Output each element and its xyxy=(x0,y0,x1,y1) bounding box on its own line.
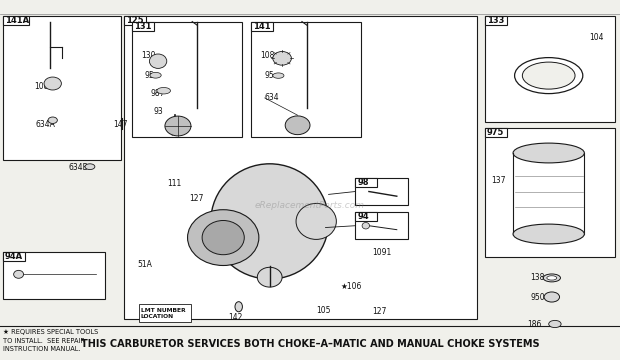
Bar xyxy=(355,178,408,205)
Text: 94: 94 xyxy=(357,212,369,221)
Bar xyxy=(139,304,191,322)
Bar xyxy=(124,16,146,25)
Text: 975: 975 xyxy=(487,128,504,137)
Bar xyxy=(485,128,507,137)
Text: eReplacementParts.com: eReplacementParts.com xyxy=(255,201,365,210)
Ellipse shape xyxy=(150,72,161,78)
Text: 131: 131 xyxy=(134,22,151,31)
Ellipse shape xyxy=(362,222,370,229)
Text: 634B: 634B xyxy=(68,163,88,172)
Text: 93: 93 xyxy=(154,107,164,116)
Bar xyxy=(124,16,477,319)
Bar xyxy=(485,16,615,122)
Text: ★ REQUIRES SPECIAL TOOLS
TO INSTALL.  SEE REPAIR
INSTRUCTION MANUAL.: ★ REQUIRES SPECIAL TOOLS TO INSTALL. SEE… xyxy=(3,329,99,352)
Text: 95: 95 xyxy=(265,71,275,80)
Ellipse shape xyxy=(296,203,336,239)
Text: 127: 127 xyxy=(189,194,203,203)
Ellipse shape xyxy=(513,224,584,244)
Text: 94A: 94A xyxy=(5,252,23,261)
Ellipse shape xyxy=(513,143,584,163)
Bar xyxy=(3,252,25,261)
Text: 130: 130 xyxy=(141,51,156,60)
Text: 127: 127 xyxy=(372,307,386,316)
Text: 142: 142 xyxy=(228,313,242,322)
Text: 98: 98 xyxy=(357,178,369,187)
Text: 51A: 51A xyxy=(138,260,153,269)
Bar xyxy=(132,22,154,31)
Text: THIS CARBURETOR SERVICES BOTH CHOKE–A–MATIC AND MANUAL CHOKE SYSTEMS: THIS CARBURETOR SERVICES BOTH CHOKE–A–MA… xyxy=(81,339,539,349)
Ellipse shape xyxy=(522,62,575,89)
Bar xyxy=(355,178,377,187)
Bar xyxy=(132,22,242,137)
Ellipse shape xyxy=(257,267,282,287)
Text: 108: 108 xyxy=(260,51,275,60)
Ellipse shape xyxy=(14,270,24,278)
Ellipse shape xyxy=(149,54,167,68)
Bar xyxy=(485,16,507,25)
Text: 141A: 141A xyxy=(5,16,29,25)
Text: 125: 125 xyxy=(126,16,144,25)
Bar xyxy=(3,16,29,25)
Ellipse shape xyxy=(543,274,560,282)
Ellipse shape xyxy=(549,320,561,328)
Bar xyxy=(251,22,273,31)
Text: 141: 141 xyxy=(253,22,271,31)
Ellipse shape xyxy=(157,87,171,94)
Ellipse shape xyxy=(544,292,559,302)
Text: 138: 138 xyxy=(530,274,544,282)
Text: ★106: ★106 xyxy=(340,282,361,291)
Text: 104: 104 xyxy=(589,33,603,42)
Ellipse shape xyxy=(187,210,259,266)
Bar xyxy=(3,16,121,160)
Ellipse shape xyxy=(48,117,57,123)
Ellipse shape xyxy=(211,164,329,279)
Bar xyxy=(355,212,408,239)
Text: 987: 987 xyxy=(151,89,165,98)
Ellipse shape xyxy=(202,220,244,255)
Ellipse shape xyxy=(235,302,242,312)
Text: 634A: 634A xyxy=(36,120,56,129)
Text: 108A: 108A xyxy=(34,82,54,91)
Text: 950: 950 xyxy=(530,292,545,302)
Text: 1091: 1091 xyxy=(372,248,391,257)
Ellipse shape xyxy=(515,58,583,94)
Text: 147: 147 xyxy=(113,120,128,129)
Text: 133: 133 xyxy=(487,16,504,25)
Text: 186: 186 xyxy=(527,320,541,329)
Ellipse shape xyxy=(44,77,61,90)
Text: LMT NUMBER
LOCATION: LMT NUMBER LOCATION xyxy=(141,307,185,319)
Ellipse shape xyxy=(273,51,291,65)
Text: 111: 111 xyxy=(167,179,182,188)
Ellipse shape xyxy=(273,73,284,78)
Ellipse shape xyxy=(85,164,95,170)
Text: 95: 95 xyxy=(144,71,154,80)
Text: 105: 105 xyxy=(316,306,330,315)
Text: 137: 137 xyxy=(492,176,506,185)
Bar xyxy=(485,128,615,257)
Text: 634: 634 xyxy=(265,94,280,102)
Ellipse shape xyxy=(547,276,557,280)
Bar xyxy=(251,22,361,137)
Ellipse shape xyxy=(285,116,310,135)
Ellipse shape xyxy=(165,116,191,136)
Bar xyxy=(355,212,377,221)
Bar xyxy=(3,252,105,299)
